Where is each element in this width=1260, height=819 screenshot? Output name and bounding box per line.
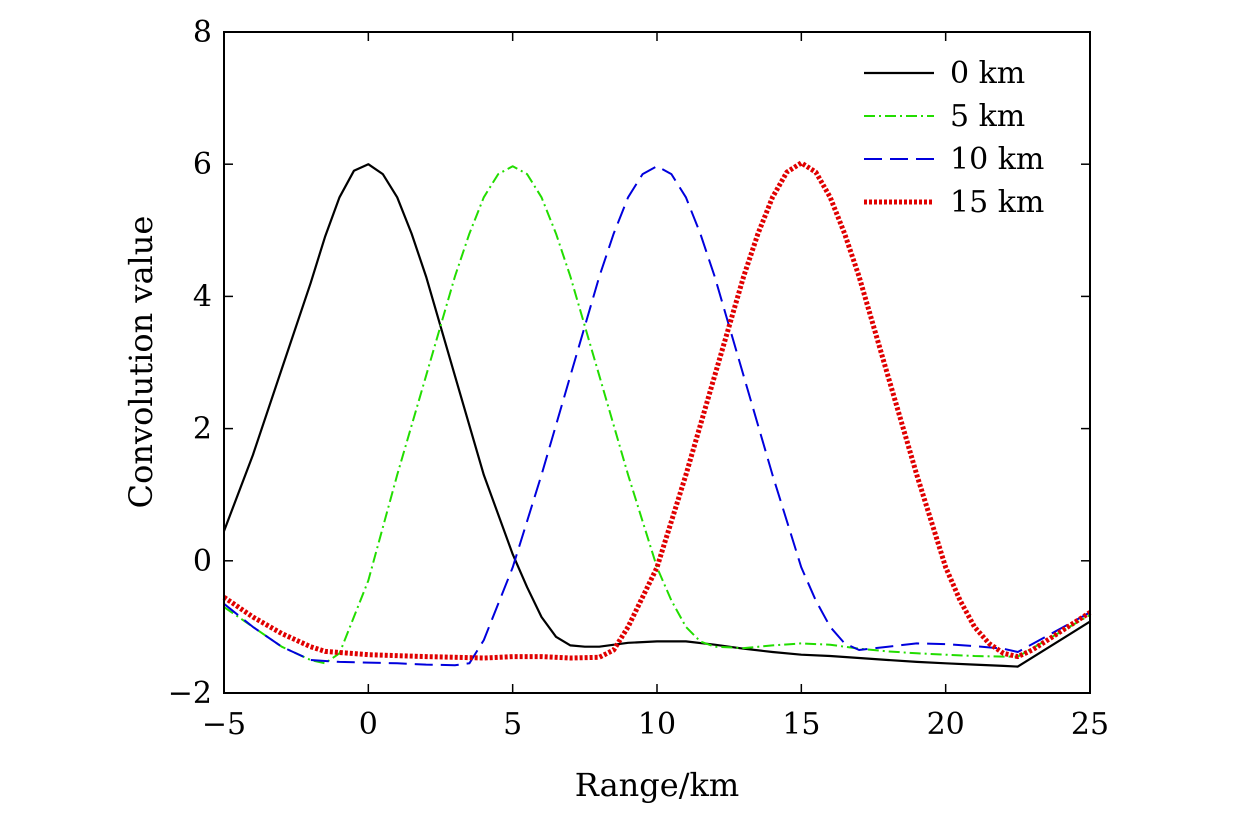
- series-line-3: [222, 160, 1092, 661]
- legend: 0 km 5 km 10 km 15 km: [864, 56, 1044, 220]
- y-axis-title: Convolution value: [122, 216, 160, 509]
- legend-label-2: 10 km: [950, 142, 1044, 177]
- series-line-0: [222, 163, 1091, 668]
- legend-label-3: 15 km: [950, 185, 1044, 220]
- legend-label-0: 0 km: [950, 56, 1025, 91]
- y-tick-label: 6: [193, 147, 212, 182]
- y-tick-label: 0: [193, 544, 212, 579]
- y-tick-label: 4: [193, 279, 212, 314]
- x-tick-label: 10: [638, 707, 676, 742]
- x-axis-title: Range/km: [575, 766, 739, 804]
- y-tick-label: 8: [193, 15, 212, 50]
- x-tick-label: 20: [927, 707, 965, 742]
- axis-ticks: [223, 31, 1091, 694]
- y-tick-label: 2: [193, 412, 212, 447]
- y-tick-label: −2: [168, 676, 212, 711]
- series-line-2: [223, 165, 1091, 667]
- x-tick-label: 5: [503, 707, 522, 742]
- x-tick-label: 25: [1071, 707, 1109, 742]
- x-tick-label: 0: [359, 707, 378, 742]
- x-tick-label: 15: [782, 707, 820, 742]
- plot-lines: [222, 160, 1092, 668]
- x-tick-label: −5: [202, 707, 246, 742]
- tick-labels: −5 0 5 10 15 20 25 −2 0 2 4 6 8: [168, 15, 1109, 742]
- legend-label-1: 5 km: [950, 99, 1025, 134]
- series-line-1: [223, 165, 1091, 665]
